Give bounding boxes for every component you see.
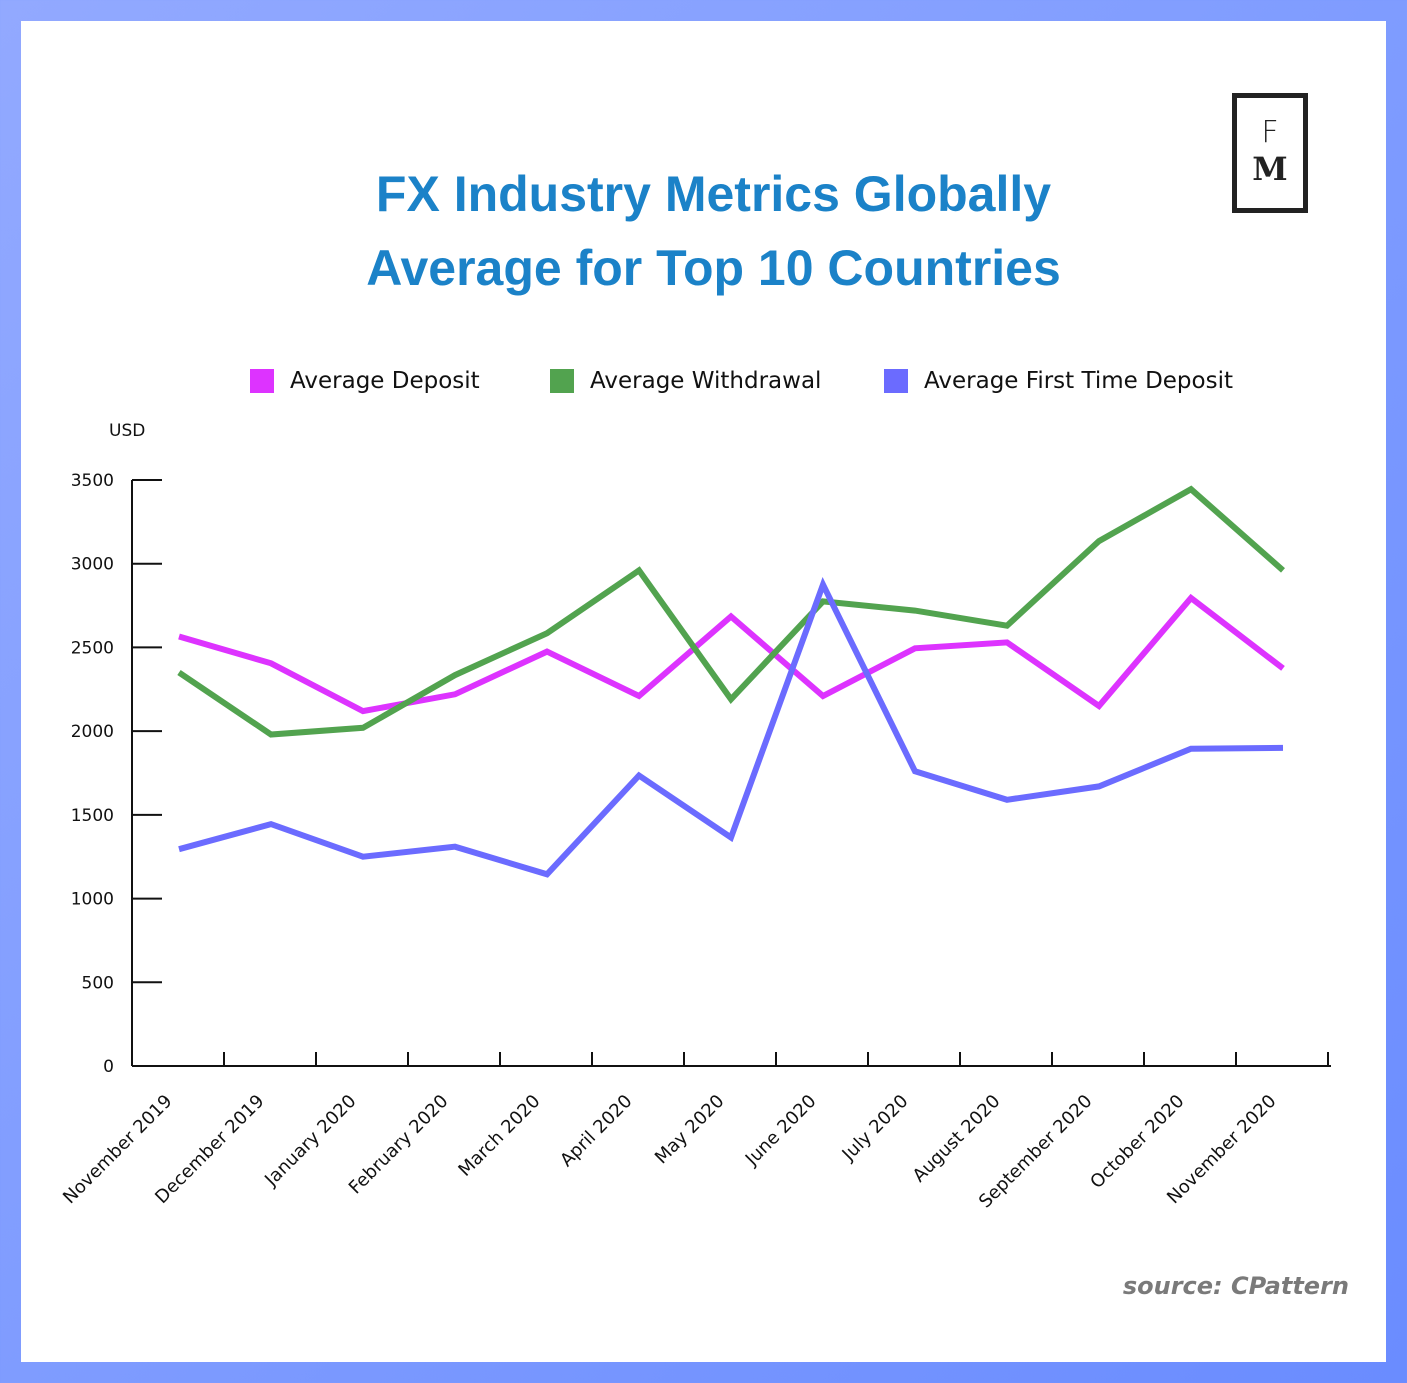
y-tick-label: 1000 — [71, 890, 114, 910]
legend-item-withdrawal: Average Withdrawal — [550, 368, 821, 394]
x-tick-label: May 2020 — [651, 1091, 729, 1169]
y-tick-label: 2500 — [71, 638, 114, 658]
x-tick-label: October 2020 — [1086, 1091, 1188, 1193]
chart-title-line1: FX Industry Metrics Globally — [375, 166, 1052, 222]
y-tick-label: 2000 — [71, 722, 114, 742]
y-axis-label: USD — [109, 421, 145, 441]
series-line-average-withdrawal — [177, 485, 1285, 738]
y-tick-label: 1500 — [71, 806, 114, 826]
x-tick-label: August 2020 — [909, 1091, 1005, 1187]
chart-title-line2: Average for Top 10 Countries — [366, 240, 1061, 296]
x-tick-label: June 2020 — [741, 1091, 821, 1171]
chart-canvas — [21, 21, 1386, 1362]
series-line-average-deposit — [178, 593, 1285, 715]
y-tick-label: 500 — [82, 973, 114, 993]
legend-swatch-withdrawal — [550, 369, 574, 393]
legend-item-first-time-deposit: Average First Time Deposit — [884, 368, 1233, 394]
x-tick-label: July 2020 — [838, 1091, 913, 1166]
x-tick-label: February 2020 — [345, 1091, 453, 1199]
x-tick-label: January 2020 — [260, 1091, 360, 1191]
series-lines — [177, 485, 1285, 878]
y-tick-label: 0 — [103, 1057, 114, 1077]
legend-item-deposit: Average Deposit — [250, 368, 480, 394]
x-tick-label: March 2020 — [454, 1091, 544, 1181]
y-tick-label: 3500 — [71, 471, 114, 491]
logo-letter-m: M — [1252, 150, 1288, 188]
y-tick-label: 3000 — [71, 555, 114, 575]
legend-label-withdrawal: Average Withdrawal — [590, 368, 822, 394]
legend-swatch-deposit — [250, 369, 274, 393]
source-note: source: CPattern — [1122, 1272, 1349, 1300]
legend-swatch-first-time-deposit — [884, 369, 908, 393]
logo-letter-f: F — [1261, 115, 1279, 150]
fm-logo: F M — [1232, 93, 1308, 213]
legend-label-deposit: Average Deposit — [290, 368, 480, 394]
legend-label-first-time-deposit: Average First Time Deposit — [924, 368, 1233, 394]
x-tick-label: April 2020 — [556, 1091, 636, 1171]
